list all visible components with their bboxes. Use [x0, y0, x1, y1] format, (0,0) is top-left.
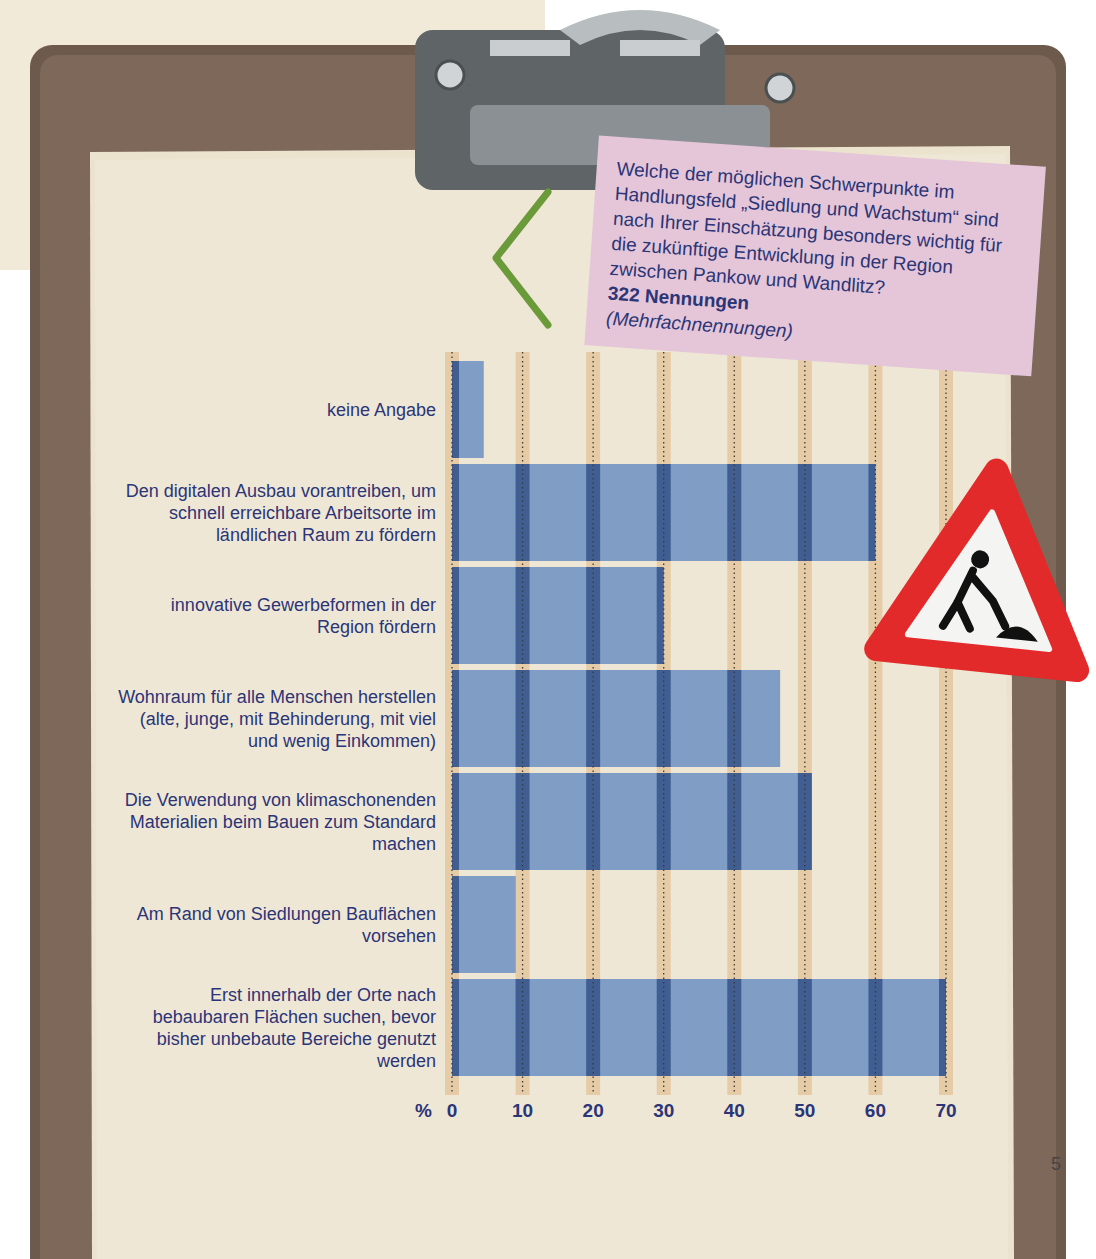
clip-hinge — [490, 40, 570, 56]
grid-line — [522, 352, 523, 1093]
category-label: Die Verwendung von klimaschonendenMateri… — [125, 790, 436, 854]
text-line: keine Angabe — [327, 400, 436, 420]
page: 0 10 20 30 40 50 60 70% keine Angabe Den digitale… — [0, 0, 1096, 1259]
text-line: Materialien beim Bauen zum Standard — [130, 812, 436, 832]
grid-band-dark — [586, 358, 600, 1079]
grid-line — [663, 352, 664, 1093]
background — [0, 0, 1096, 1259]
tick-label: 20 — [583, 1100, 604, 1121]
category-labels: keine Angabe Den digitalen Ausbau vorantr… — [118, 400, 436, 1071]
tick-label: 0 — [447, 1100, 458, 1121]
question-note: Welche der möglichen Schwerpunkte imHand… — [584, 136, 1046, 377]
grid-band-dark — [445, 358, 459, 1079]
grid-band — [586, 352, 600, 1095]
text-line: Wohnraum für alle Menschen herstellen — [118, 687, 436, 707]
text-line: (alte, junge, mit Behinderung, mit viel — [140, 709, 436, 729]
grid-line — [945, 352, 946, 1093]
tick-label: 70 — [935, 1100, 956, 1121]
note-paper — [584, 136, 1046, 377]
text-line: bisher unbebaute Bereiche genutzt — [157, 1029, 436, 1049]
clip-rivet — [766, 74, 794, 102]
text-line: Die Verwendung von klimaschonenden — [125, 790, 436, 810]
category-label: Den digitalen Ausbau vorantreiben, umsch… — [126, 481, 436, 545]
grid-over-bars — [445, 358, 953, 1079]
x-tick-labels: 0 10 20 30 40 50 60 70 — [447, 1100, 957, 1121]
clip-ring — [560, 10, 720, 45]
category-label: keine Angabe — [327, 400, 436, 420]
grid-line — [804, 352, 805, 1093]
grid-line — [451, 352, 452, 1093]
text-line: werden — [376, 1051, 436, 1071]
grid-line — [875, 352, 876, 1093]
clip-rivet — [436, 61, 464, 89]
bar — [452, 876, 516, 973]
text-line: ländlichen Raum zu fördern — [216, 525, 436, 545]
sign-icon — [943, 568, 1011, 632]
text-line: bebaubaren Flächen suchen, bevor — [153, 1007, 436, 1027]
category-label: Am Rand von Siedlungen Bauflächenvorsehe… — [137, 904, 436, 946]
grid-band — [798, 352, 812, 1095]
text-line: Am Rand von Siedlungen Bauflächen — [137, 904, 436, 924]
grid-band — [939, 352, 953, 1095]
grid-band — [727, 352, 741, 1095]
grid-band — [868, 352, 882, 1095]
grid-bands — [445, 352, 953, 1095]
grid-band-dark — [868, 358, 882, 1079]
grid-band — [657, 352, 671, 1095]
note: (Mehrfachnennungen) — [606, 308, 794, 342]
grid-band-dark — [727, 358, 741, 1079]
grid-line — [592, 352, 593, 1093]
tick-label: 40 — [724, 1100, 745, 1121]
sign-border — [876, 460, 1096, 670]
text-line: machen — [372, 834, 436, 854]
axis-title: % — [415, 1100, 432, 1121]
clip-hinge — [620, 40, 700, 56]
text-line: Erst innerhalb der Orte nach — [210, 985, 436, 1005]
text-line: innovative Gewerbeformen in der — [171, 595, 436, 615]
category-label: Wohnraum für alle Menschen herstellen(al… — [118, 687, 436, 751]
grid-band-dark — [939, 358, 953, 1079]
chevron — [496, 192, 548, 325]
text-line: vorsehen — [362, 926, 436, 946]
grid-band-dark — [516, 358, 530, 1079]
text-line: und wenig Einkommen) — [248, 731, 436, 751]
warning-sign — [876, 460, 1096, 670]
grid-band-dark — [798, 358, 812, 1079]
sign-icon — [970, 549, 990, 569]
grid-band — [516, 352, 530, 1095]
page-number: 5 — [1051, 1154, 1061, 1174]
grid-lines — [445, 352, 953, 1093]
grid-line — [734, 352, 735, 1093]
grid-band — [445, 352, 459, 1095]
bar — [452, 567, 664, 664]
tick-label: 50 — [794, 1100, 815, 1121]
sign-face — [908, 505, 1063, 649]
grid-band-dark — [657, 358, 671, 1079]
title: Welche der möglichen Schwerpunkte imHand… — [609, 158, 1007, 306]
text-line: Den digitalen Ausbau vorantreiben, um — [126, 481, 436, 501]
tick-label: 10 — [512, 1100, 533, 1121]
sign-icon — [996, 625, 1039, 642]
category-label: Erst innerhalb der Orte nachbebaubaren F… — [153, 985, 436, 1071]
text-line: schnell erreichbare Arbeitsorte im — [169, 503, 436, 523]
tick-label: 30 — [653, 1100, 674, 1121]
category-label: innovative Gewerbeformen in derRegion fö… — [171, 595, 436, 637]
bar — [452, 773, 812, 870]
text-line: Region fördern — [317, 617, 436, 637]
tick-label: 60 — [865, 1100, 886, 1121]
